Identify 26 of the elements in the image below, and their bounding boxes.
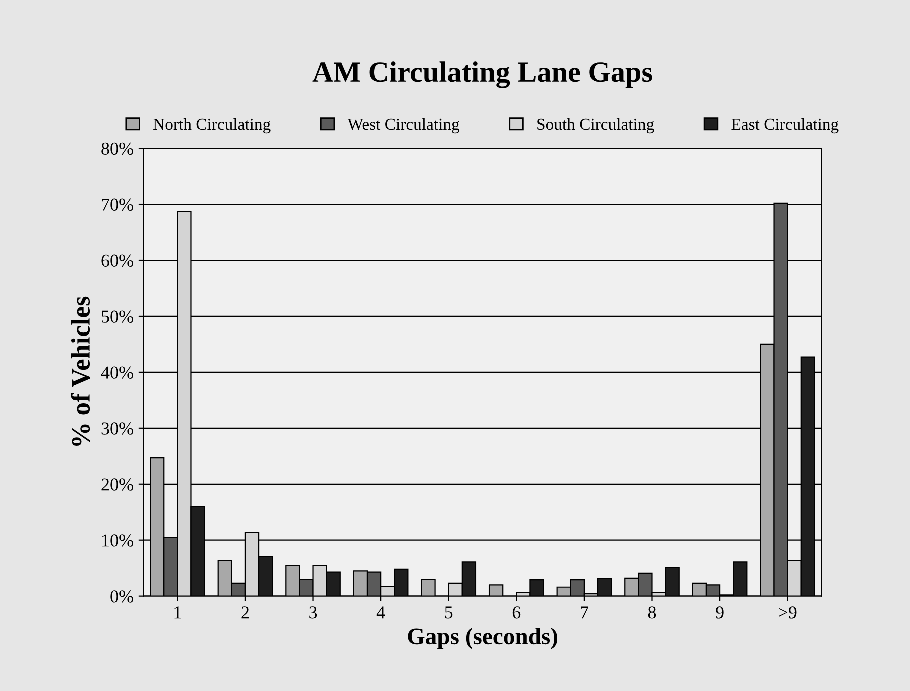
x-axis-title: Gaps (seconds) bbox=[408, 628, 558, 650]
x-tick-label: 2 bbox=[242, 606, 249, 619]
legend-label: North Circulating bbox=[154, 118, 271, 134]
x-tick-label: 6 bbox=[512, 606, 521, 619]
x-tick-label: 3 bbox=[310, 606, 318, 619]
x-tick-label: 4 bbox=[376, 606, 386, 619]
y-tick-label: 50% bbox=[102, 310, 134, 323]
legend-label: South Circulating bbox=[538, 118, 654, 134]
x-tick-label: 1 bbox=[174, 606, 182, 619]
y-axis-title: % of Vehicles bbox=[71, 296, 90, 446]
y-tick-label: 60% bbox=[102, 254, 134, 268]
y-tick-label: 40% bbox=[101, 366, 134, 379]
x-tick-label: 9 bbox=[716, 606, 724, 619]
chart-title: AM Circulating Lane Gaps bbox=[312, 62, 652, 88]
y-tick-label: 80% bbox=[102, 142, 134, 156]
legend-label: West Circulating bbox=[348, 118, 460, 134]
y-tick-label: 30% bbox=[102, 422, 134, 435]
x-tick-label: 7 bbox=[581, 606, 588, 619]
y-tick-label: 10% bbox=[102, 534, 134, 547]
y-tick-label: 20% bbox=[102, 478, 134, 491]
x-tick-label: >9 bbox=[779, 606, 797, 619]
x-tick-label: 8 bbox=[648, 606, 656, 619]
y-tick-label: 0% bbox=[110, 590, 134, 603]
y-tick-label: 70% bbox=[102, 198, 134, 212]
legend-label: East Circulating bbox=[732, 118, 839, 134]
x-tick-label: 5 bbox=[445, 606, 453, 619]
